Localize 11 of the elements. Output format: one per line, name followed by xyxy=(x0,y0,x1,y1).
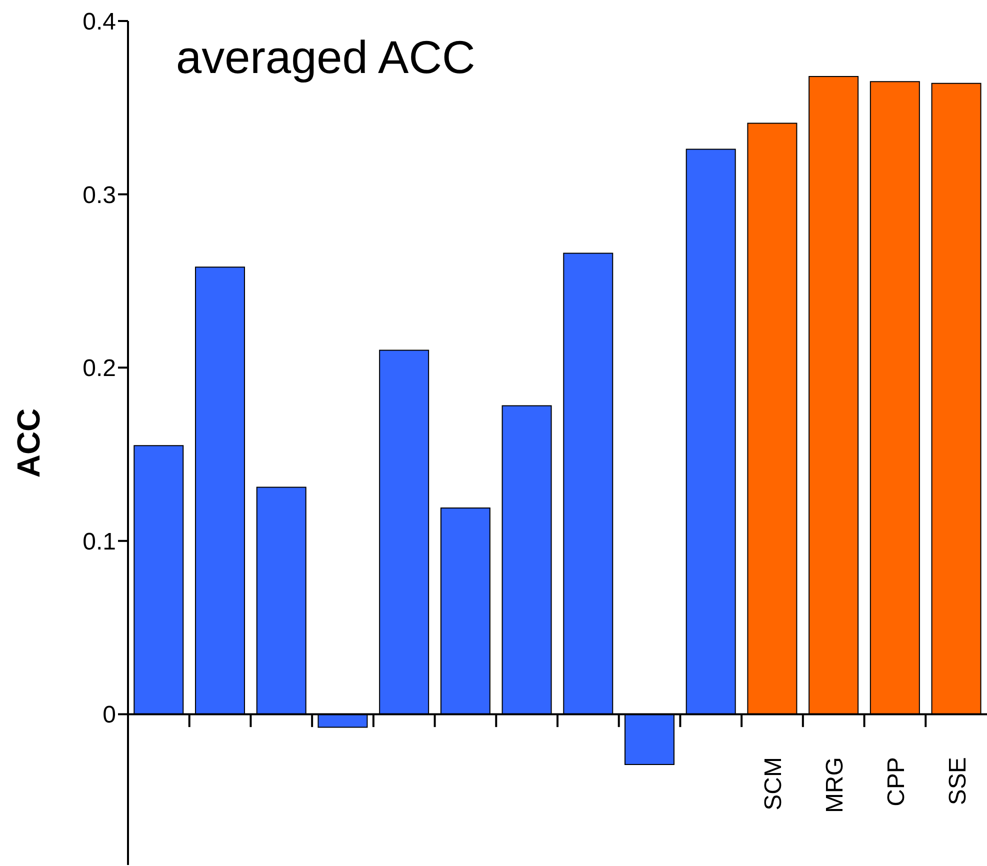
x-tick-label: MRG xyxy=(822,757,849,814)
x-tick-label: SCM xyxy=(760,757,788,810)
y-tick-label: 0.3 xyxy=(82,182,116,209)
y-tick-label: 0.2 xyxy=(82,355,116,382)
x-tick-label: CPP xyxy=(882,757,910,806)
y-tick-label: 0 xyxy=(102,702,116,729)
x-tick-label: SSE xyxy=(944,757,972,806)
y-axis-title: ACC xyxy=(10,408,46,478)
chart-title: averaged ACC xyxy=(176,30,476,84)
y-tick-label: 0.1 xyxy=(82,528,116,556)
y-tick-label: 0.4 xyxy=(82,8,116,36)
